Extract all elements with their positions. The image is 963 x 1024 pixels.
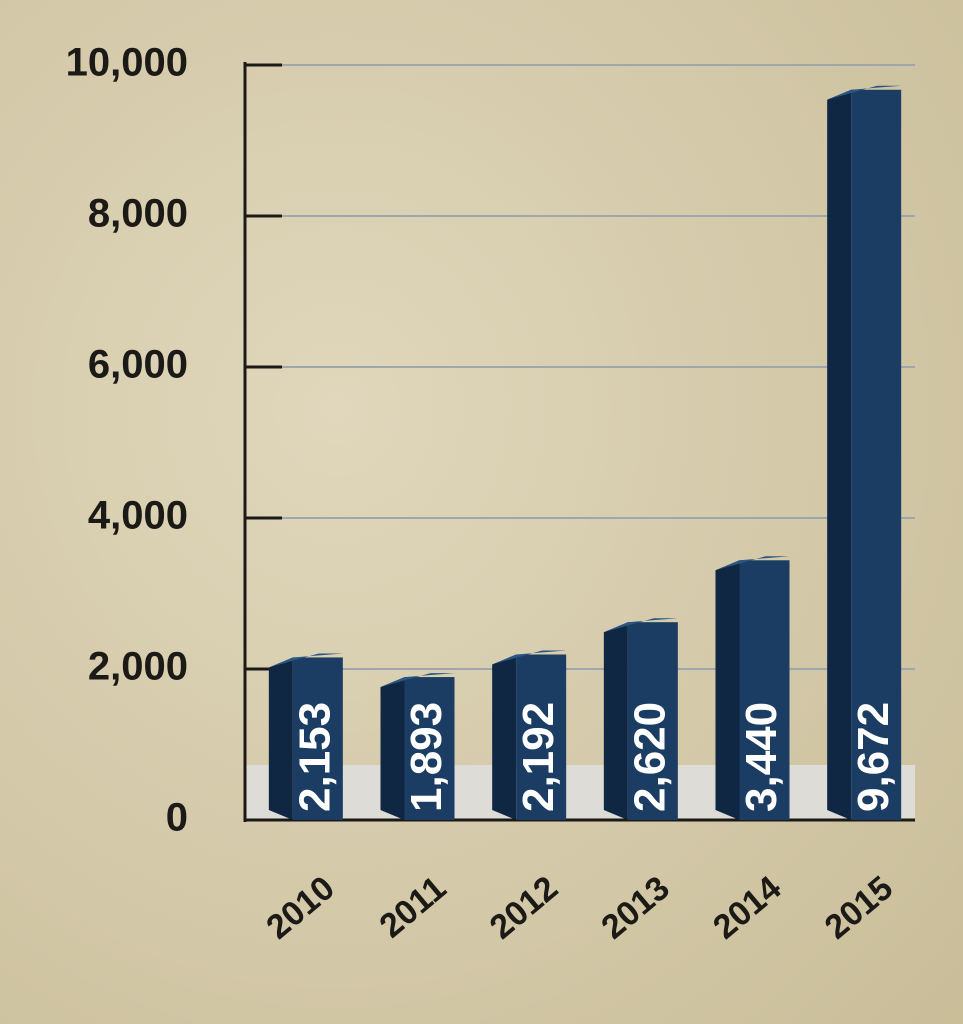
value-label: 2,192 bbox=[514, 702, 563, 812]
bar bbox=[404, 677, 455, 820]
y-tick-label: 4,000 bbox=[88, 494, 188, 538]
value-label: 9,672 bbox=[849, 702, 898, 812]
bar bbox=[627, 622, 678, 820]
bar-side bbox=[603, 622, 628, 820]
y-tick-label: 2,000 bbox=[88, 645, 188, 689]
bar-side bbox=[715, 560, 740, 820]
y-tick-label: 8,000 bbox=[88, 192, 188, 236]
y-tick-label: 6,000 bbox=[88, 343, 188, 387]
bar-side bbox=[827, 89, 852, 821]
bar bbox=[739, 560, 790, 820]
value-label: 1,893 bbox=[402, 702, 451, 812]
bar bbox=[516, 654, 567, 820]
bar bbox=[292, 657, 343, 820]
bar-side bbox=[268, 657, 293, 820]
y-tick-label: 0 bbox=[166, 796, 188, 840]
value-label: 2,620 bbox=[625, 702, 674, 812]
bar-side bbox=[492, 654, 517, 820]
value-label: 2,153 bbox=[290, 702, 339, 812]
y-tick-label: 10,000 bbox=[66, 41, 188, 85]
bar-side bbox=[380, 677, 405, 820]
bar bbox=[851, 89, 902, 821]
value-label: 3,440 bbox=[737, 702, 786, 812]
baseline-band bbox=[245, 765, 915, 820]
